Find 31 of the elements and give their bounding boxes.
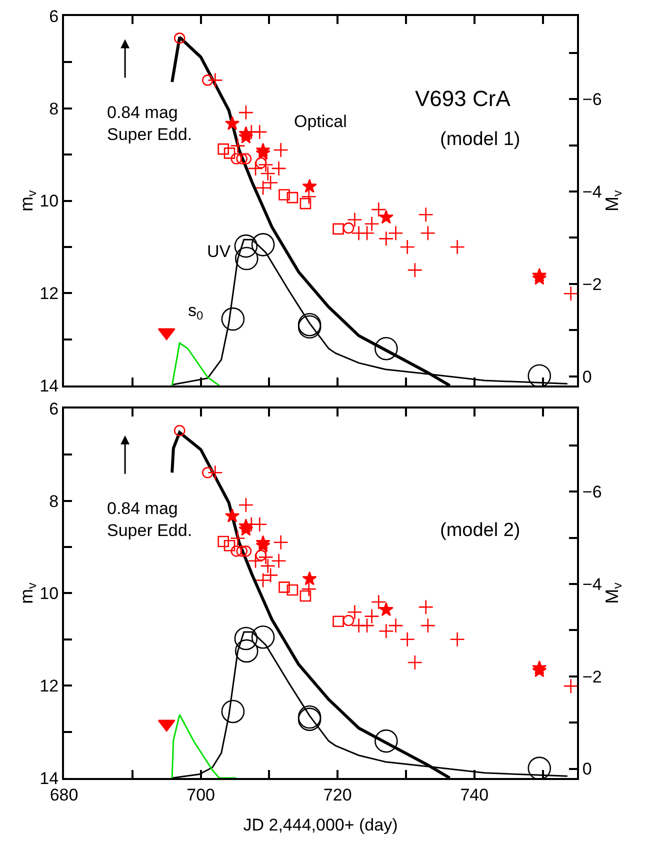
annotation: Optical	[294, 112, 347, 131]
y2-tick-label: 0	[582, 760, 592, 779]
y2-tick-label: −4	[582, 182, 602, 202]
y-tick-label: 14	[40, 376, 59, 396]
x-tick-label: 700	[186, 785, 215, 804]
y-tick-label: 12	[40, 676, 59, 696]
y2-tick-label: −6	[582, 482, 602, 502]
y2-tick-label: −4	[582, 574, 602, 594]
annotation: 0.84 mag Super Edd.	[107, 103, 192, 144]
annotation: (model 2)	[440, 520, 520, 541]
x-axis-title: JD 2,444,000+ (day)	[243, 815, 398, 834]
y-tick-label: 14	[40, 768, 59, 788]
y2-tick-label: −2	[582, 274, 602, 294]
y2-tick-label: −6	[582, 90, 602, 110]
y-tick-label: 6	[49, 6, 59, 26]
y2-tick-label: 0	[582, 367, 592, 386]
annotation: (model 1)	[440, 129, 520, 150]
y-tick-label: 8	[49, 492, 59, 511]
annotation: UV	[207, 242, 232, 261]
annotation: 0.84 mag Super Edd.	[107, 499, 192, 540]
annotation: s$_{0}$	[188, 301, 204, 323]
x-tick-label: 720	[323, 785, 352, 804]
x-tick-label: 680	[50, 785, 78, 804]
y-tick-label: 6	[49, 399, 59, 418]
y2-tick-label: −2	[582, 667, 602, 686]
annotation: V693 CrA	[415, 86, 511, 111]
y-tick-label: 10	[40, 192, 59, 211]
y-tick-label: 12	[40, 284, 59, 304]
x-tick-label: 740	[460, 785, 489, 804]
y-tick-label: 8	[49, 99, 59, 118]
y-tick-label: 10	[40, 584, 59, 604]
